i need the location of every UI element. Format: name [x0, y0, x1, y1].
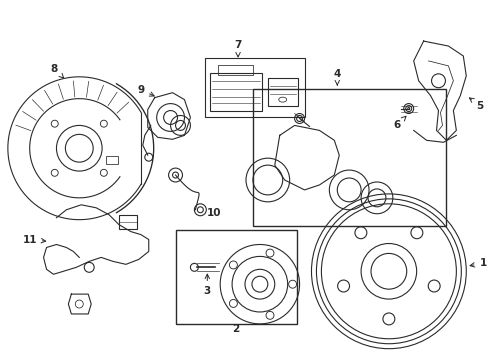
Text: 7: 7 — [234, 40, 242, 57]
Text: 8: 8 — [51, 64, 64, 78]
Text: 9: 9 — [137, 85, 154, 96]
Text: 10: 10 — [207, 208, 222, 218]
Text: 4: 4 — [334, 69, 341, 85]
Bar — [119, 215, 137, 229]
Bar — [210, 73, 262, 111]
Text: 5: 5 — [469, 98, 484, 111]
Bar — [175, 230, 296, 324]
Text: 1: 1 — [470, 258, 487, 268]
Bar — [205, 58, 305, 117]
Text: 11: 11 — [23, 234, 46, 244]
Bar — [268, 78, 297, 105]
Bar — [106, 156, 118, 164]
Text: 3: 3 — [204, 274, 211, 296]
Text: 2: 2 — [232, 324, 240, 334]
Bar — [253, 89, 446, 226]
Bar — [218, 65, 253, 75]
Text: 6: 6 — [393, 116, 406, 130]
